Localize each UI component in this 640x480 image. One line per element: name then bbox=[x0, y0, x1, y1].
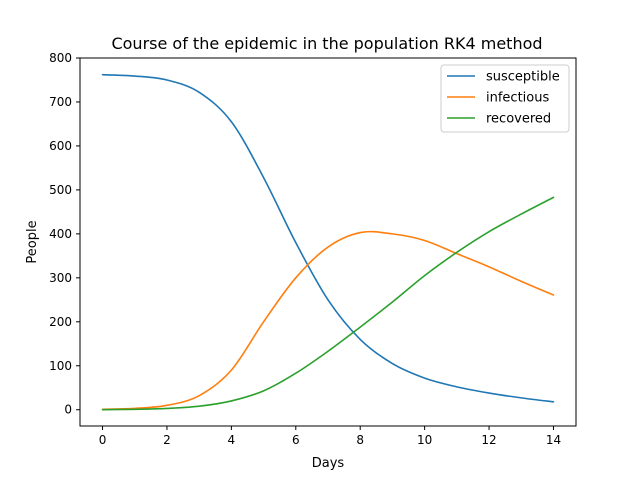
x-tick-label: 0 bbox=[99, 433, 107, 447]
y-tick-label: 200 bbox=[49, 315, 72, 329]
series-line-recovered bbox=[101, 196, 555, 411]
x-tick-label: 14 bbox=[546, 433, 561, 447]
y-tick-label: 500 bbox=[49, 183, 72, 197]
x-axis-ticks: 0 2 4 6 8 10 12 14 bbox=[99, 426, 561, 447]
x-tick-label: 12 bbox=[481, 433, 496, 447]
x-tick-label: 2 bbox=[163, 433, 171, 447]
series-line-susceptible bbox=[101, 73, 555, 403]
legend-box bbox=[440, 64, 570, 133]
x-tick-label: 8 bbox=[356, 433, 364, 447]
legend: susceptible infectious recovered bbox=[440, 64, 570, 133]
x-tick-label: 6 bbox=[292, 433, 300, 447]
chart-title: Course of the epidemic in the population… bbox=[111, 34, 542, 53]
y-tick-label: 700 bbox=[49, 95, 72, 109]
legend-label-infectious: infectious bbox=[486, 91, 549, 106]
y-tick-label: 800 bbox=[49, 51, 72, 65]
y-axis-ticks: 0 100 200 300 400 500 600 700 800 bbox=[49, 51, 80, 417]
y-tick-label: 400 bbox=[49, 227, 72, 241]
legend-label-recovered: recovered bbox=[486, 112, 551, 127]
plot-layer bbox=[101, 73, 555, 411]
y-tick-label: 100 bbox=[49, 359, 72, 373]
x-tick-label: 4 bbox=[228, 433, 236, 447]
legend-label-susceptible: susceptible bbox=[486, 70, 560, 85]
x-axis-label: Days bbox=[312, 456, 345, 471]
series-line-infectious bbox=[101, 230, 555, 411]
y-axis-label: People bbox=[25, 220, 40, 263]
y-tick-label: 0 bbox=[64, 403, 72, 417]
y-tick-label: 300 bbox=[49, 271, 72, 285]
plot-frame bbox=[79, 57, 577, 427]
y-tick-label: 600 bbox=[49, 139, 72, 153]
x-tick-label: 10 bbox=[417, 433, 432, 447]
